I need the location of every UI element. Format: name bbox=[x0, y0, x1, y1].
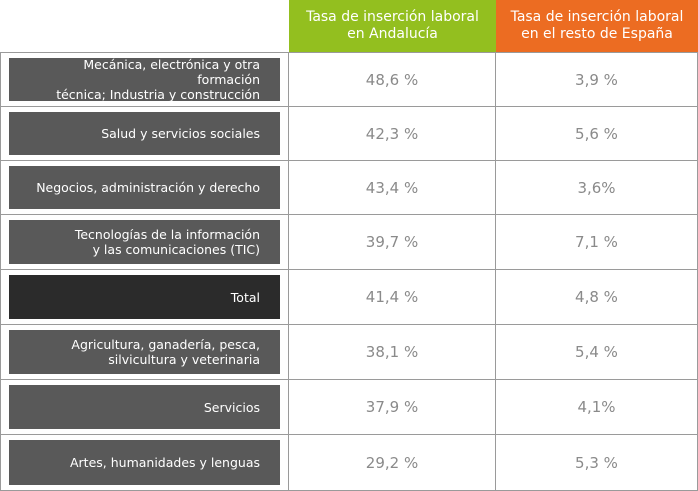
andalucia-value: 42,3 % bbox=[365, 124, 419, 143]
espana-value: 5,6 % bbox=[575, 124, 618, 143]
espana-value: 5,4 % bbox=[575, 343, 618, 361]
espana-cell: 7,1 % bbox=[496, 215, 698, 270]
andalucia-value: 38,1 % bbox=[365, 343, 419, 361]
row-label: Tecnologías de la información y las comu… bbox=[9, 220, 280, 264]
andalucia-cell: 37,9 % bbox=[289, 380, 496, 435]
espana-cell: 3,9 % bbox=[496, 52, 698, 107]
header-andalucia-label: Tasa de inserción laboral en Andalucía bbox=[306, 9, 479, 42]
row-label: Salud y servicios sociales bbox=[9, 112, 280, 155]
espana-value: 7,1 % bbox=[575, 233, 618, 251]
espana-value: 4,8 % bbox=[575, 288, 618, 306]
table-row: Artes, humanidades y lenguas 29,2 % 5,3 … bbox=[0, 435, 698, 491]
row-label-cell: Servicios bbox=[0, 380, 289, 435]
row-label-cell: Total bbox=[0, 270, 289, 325]
row-label-cell: Mecánica, electrónica y otra formación t… bbox=[0, 52, 289, 107]
table-row: Negocios, administración y derecho 43,4 … bbox=[0, 161, 698, 215]
row-label: Mecánica, electrónica y otra formación t… bbox=[9, 57, 280, 102]
header-andalucia: Tasa de inserción laboral en Andalucía bbox=[289, 0, 496, 52]
espana-value: 3,6% bbox=[577, 178, 616, 197]
espana-cell: 5,6 % bbox=[496, 107, 698, 161]
table-row: Servicios 37,9 % 4,1% bbox=[0, 380, 698, 435]
header-espana: Tasa de inserción laboral en el resto de… bbox=[496, 0, 698, 52]
row-label: Agricultura, ganadería, pesca, silvicult… bbox=[9, 330, 280, 374]
espana-cell: 5,4 % bbox=[496, 325, 698, 380]
row-label: Servicios bbox=[9, 385, 280, 429]
andalucia-value: 43,4 % bbox=[365, 178, 419, 197]
table-row: Mecánica, electrónica y otra formación t… bbox=[0, 52, 698, 107]
espana-value: 4,1% bbox=[577, 398, 616, 416]
row-label-cell: Negocios, administración y derecho bbox=[0, 161, 289, 215]
table-row: Agricultura, ganadería, pesca, silvicult… bbox=[0, 325, 698, 380]
row-label-cell: Tecnologías de la información y las comu… bbox=[0, 215, 289, 270]
row-label-cell: Artes, humanidades y lenguas bbox=[0, 435, 289, 491]
andalucia-value: 29,2 % bbox=[365, 453, 419, 472]
andalucia-cell: 42,3 % bbox=[289, 107, 496, 161]
andalucia-cell: 41,4 % bbox=[289, 270, 496, 325]
row-label-total: Total bbox=[9, 275, 280, 319]
espana-value: 5,3 % bbox=[575, 453, 618, 472]
andalucia-value: 39,7 % bbox=[365, 233, 419, 251]
espana-cell: 3,6% bbox=[496, 161, 698, 215]
table-row-total: Total 41,4 % 4,8 % bbox=[0, 270, 698, 325]
row-label-cell: Salud y servicios sociales bbox=[0, 107, 289, 161]
andalucia-cell: 38,1 % bbox=[289, 325, 496, 380]
header-espana-label: Tasa de inserción laboral en el resto de… bbox=[510, 9, 684, 42]
andalucia-value: 37,9 % bbox=[365, 398, 419, 416]
row-label-cell: Agricultura, ganadería, pesca, silvicult… bbox=[0, 325, 289, 380]
andalucia-value: 48,6 % bbox=[365, 70, 419, 89]
andalucia-cell: 29,2 % bbox=[289, 435, 496, 491]
table-row: Salud y servicios sociales 42,3 % 5,6 % bbox=[0, 107, 698, 161]
row-label: Artes, humanidades y lenguas bbox=[9, 440, 280, 485]
espana-value: 3,9 % bbox=[575, 70, 618, 89]
row-label: Negocios, administración y derecho bbox=[9, 166, 280, 209]
andalucia-cell: 48,6 % bbox=[289, 52, 496, 107]
table-row: Tecnologías de la información y las comu… bbox=[0, 215, 698, 270]
espana-cell: 4,1% bbox=[496, 380, 698, 435]
andalucia-value: 41,4 % bbox=[365, 288, 419, 306]
espana-cell: 4,8 % bbox=[496, 270, 698, 325]
andalucia-cell: 39,7 % bbox=[289, 215, 496, 270]
andalucia-cell: 43,4 % bbox=[289, 161, 496, 215]
espana-cell: 5,3 % bbox=[496, 435, 698, 491]
